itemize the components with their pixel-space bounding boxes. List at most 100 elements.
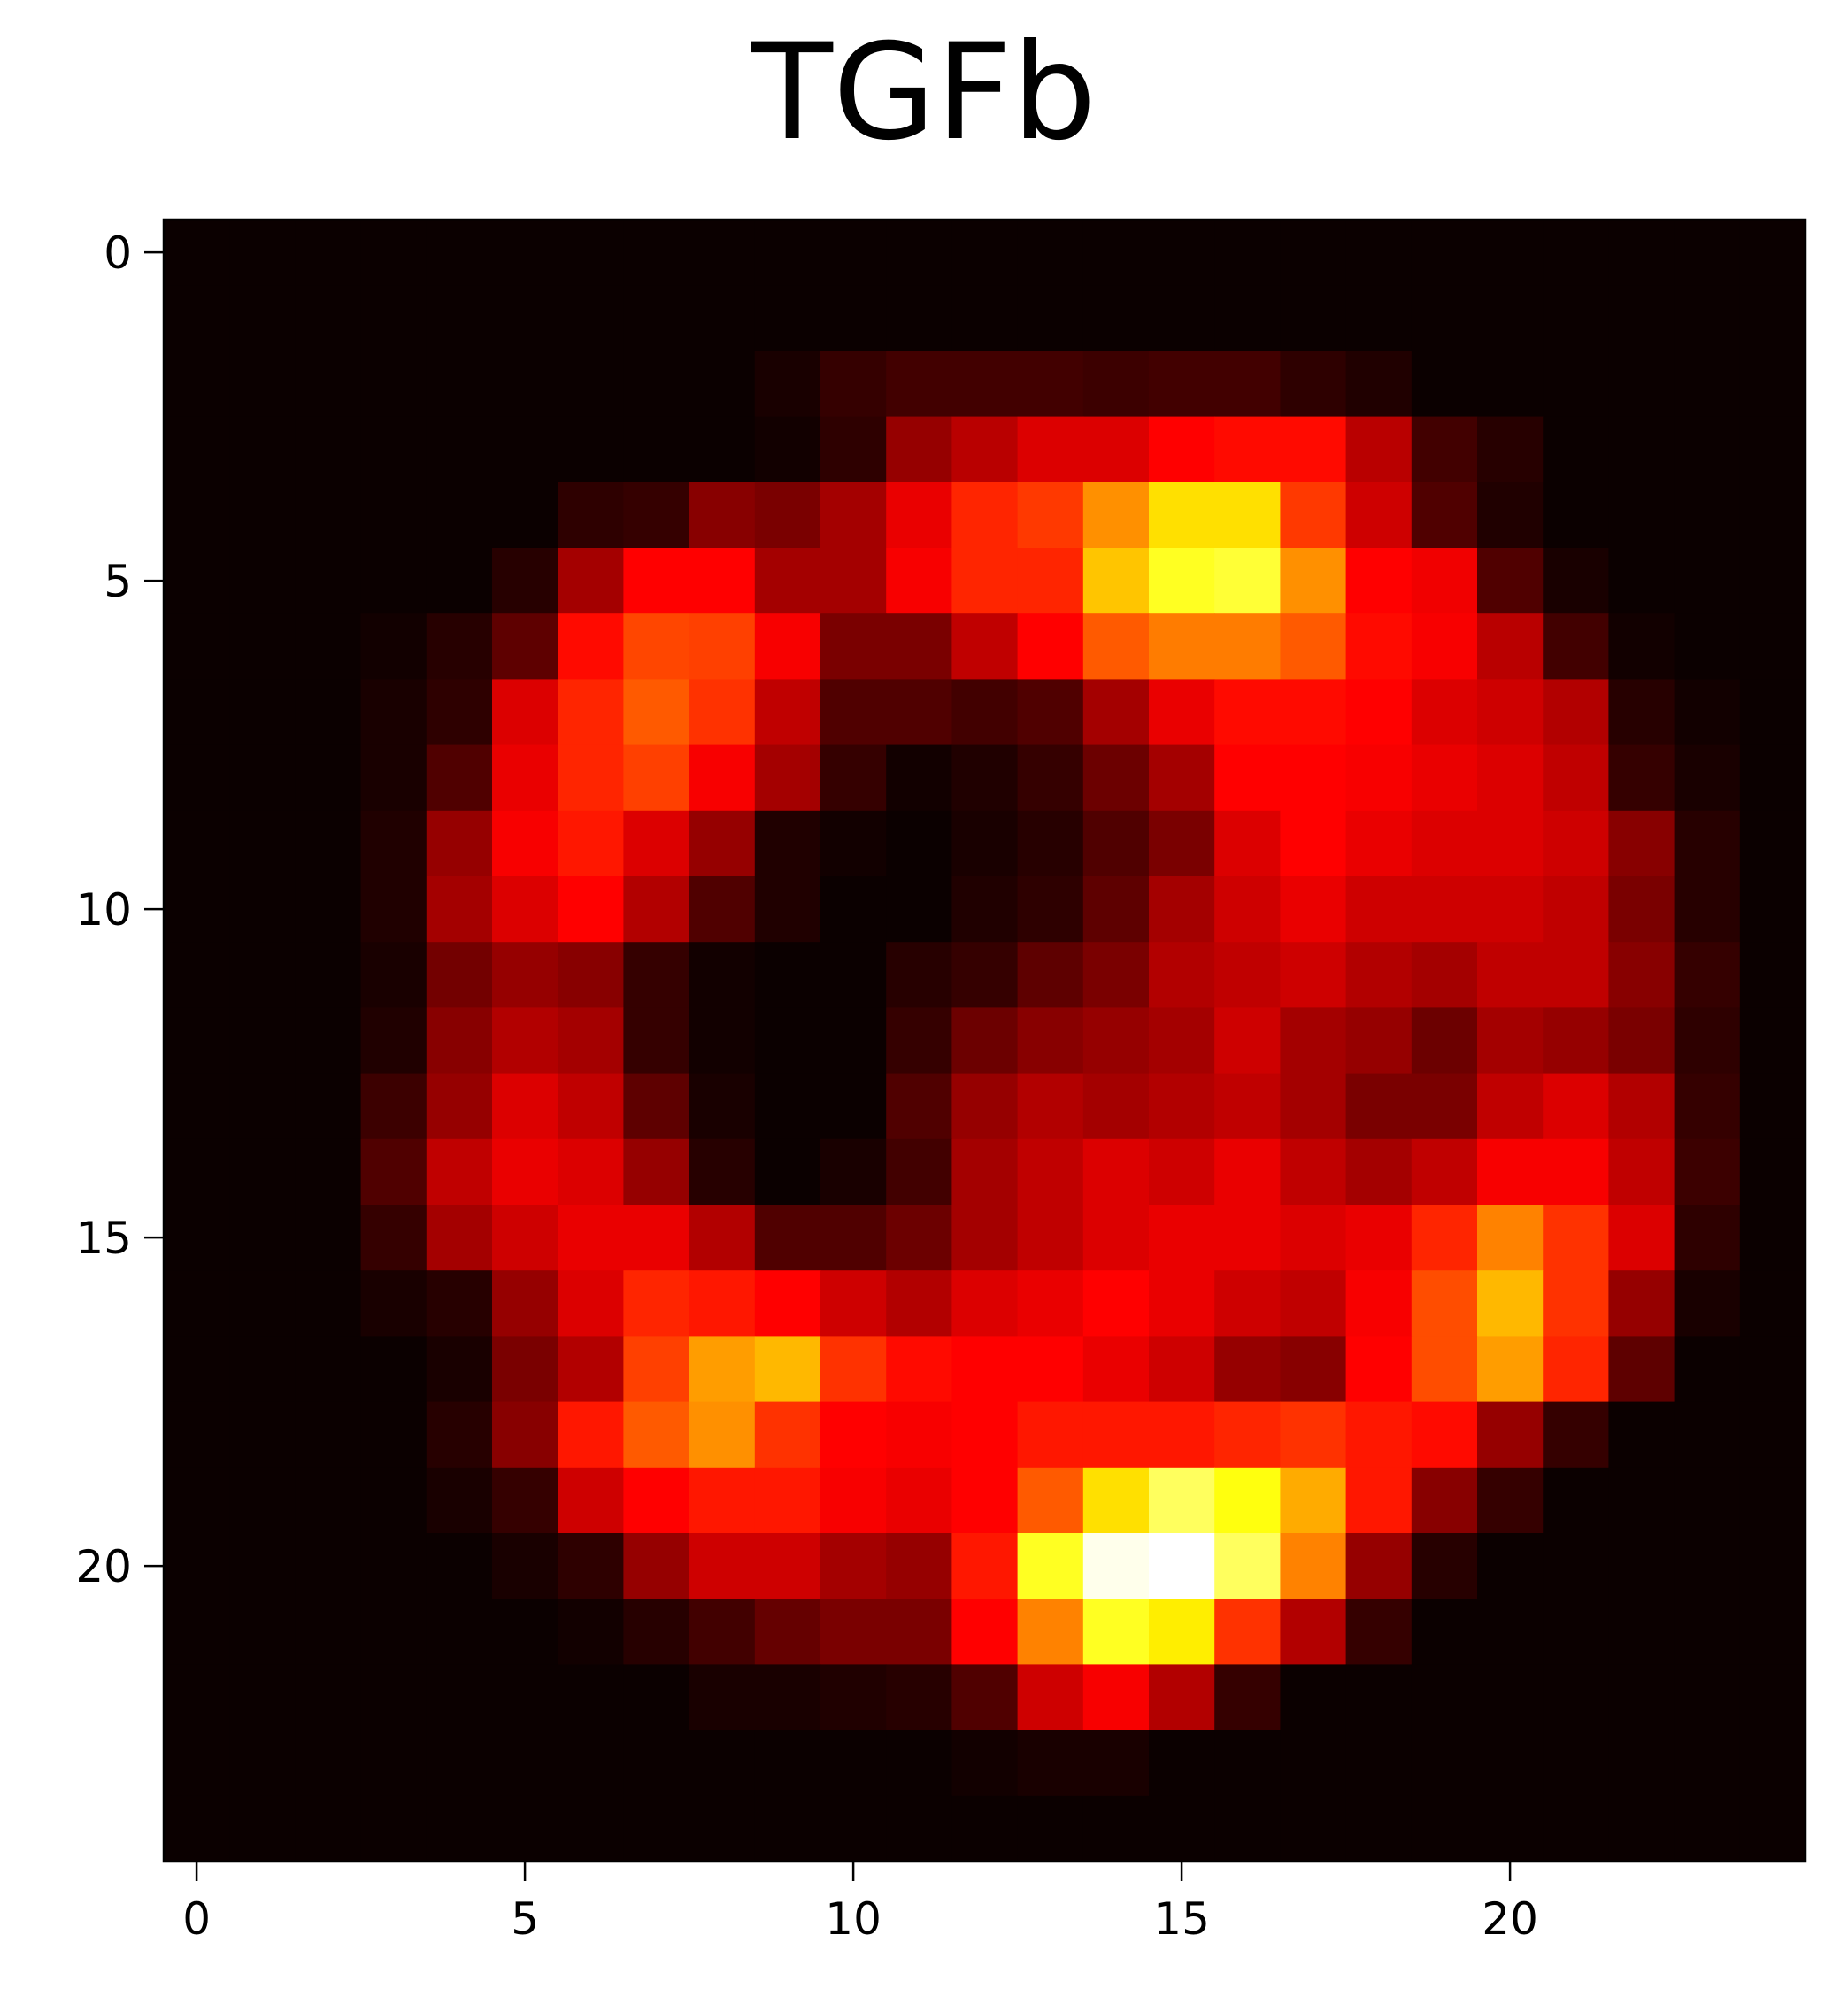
- heatmap-cell-r7-c9: [754, 679, 821, 746]
- heatmap-cell-r10-c11: [886, 876, 952, 943]
- heatmap-cell-r23-c1: [229, 1730, 296, 1797]
- heatmap-cell-r13-c9: [754, 1073, 821, 1140]
- heatmap-cell-r12-c4: [426, 1007, 493, 1075]
- heatmap-cell-r21-c23: [1674, 1599, 1741, 1665]
- heatmap-cell-r13-c13: [1017, 1073, 1084, 1140]
- heatmap-cell-r5-c7: [623, 548, 690, 614]
- heatmap-cell-r4-c16: [1214, 482, 1281, 549]
- heatmap-cell-r15-c3: [360, 1205, 427, 1271]
- heatmap-cell-r13-c4: [426, 1073, 493, 1140]
- heatmap-cell-r6-c10: [820, 613, 887, 680]
- heatmap-cell-r18-c21: [1543, 1401, 1609, 1468]
- heatmap-cell-r4-c19: [1411, 482, 1478, 549]
- heatmap-cell-r16-c16: [1214, 1270, 1281, 1337]
- heatmap-cell-r12-c11: [886, 1007, 952, 1075]
- heatmap-cell-r12-c16: [1214, 1007, 1281, 1075]
- heatmap-cell-r23-c19: [1411, 1730, 1478, 1797]
- heatmap-cell-r21-c3: [360, 1599, 427, 1665]
- heatmap-cell-r13-c24: [1739, 1073, 1806, 1140]
- heatmap-cell-r17-c1: [229, 1336, 296, 1403]
- heatmap-cell-r24-c7: [623, 1795, 690, 1862]
- heatmap-cell-r9-c3: [360, 810, 427, 877]
- heatmap-cell-r23-c7: [623, 1730, 690, 1797]
- heatmap-cell-r24-c21: [1543, 1795, 1609, 1862]
- heatmap-cell-r14-c20: [1477, 1138, 1544, 1206]
- heatmap-cell-r8-c20: [1477, 744, 1544, 812]
- heatmap-cell-r1-c21: [1543, 285, 1609, 351]
- heatmap-cell-r17-c20: [1477, 1336, 1544, 1403]
- heatmap-cell-r7-c13: [1017, 679, 1084, 746]
- heatmap-cell-r5-c1: [229, 548, 296, 614]
- heatmap-cell-r23-c23: [1674, 1730, 1741, 1797]
- heatmap-cell-r2-c12: [951, 351, 1019, 418]
- heatmap-cell-r16-c4: [426, 1270, 493, 1337]
- heatmap-cell-r24-c1: [229, 1795, 296, 1862]
- heatmap-cell-r0-c3: [360, 220, 427, 286]
- heatmap-cell-r4-c10: [820, 482, 887, 549]
- heatmap-cell-r21-c1: [229, 1599, 296, 1665]
- heatmap-cell-r5-c12: [951, 548, 1019, 614]
- heatmap-cell-r7-c23: [1674, 679, 1741, 746]
- heatmap-cell-r2-c16: [1214, 351, 1281, 418]
- heatmap-cell-r6-c23: [1674, 613, 1741, 680]
- heatmap-cell-r19-c22: [1608, 1467, 1675, 1534]
- heatmap-cell-r22-c6: [558, 1664, 624, 1731]
- heatmap-cell-r15-c5: [492, 1205, 558, 1271]
- heatmap-cell-r3-c16: [1214, 416, 1281, 483]
- heatmap-cell-r19-c3: [360, 1467, 427, 1534]
- heatmap-cell-r3-c10: [820, 416, 887, 483]
- heatmap-cell-r12-c12: [951, 1007, 1019, 1075]
- heatmap-cell-r19-c24: [1739, 1467, 1806, 1534]
- heatmap-cell-r11-c16: [1214, 942, 1281, 1008]
- heatmap-cell-r2-c17: [1280, 351, 1347, 418]
- heatmap-cell-r19-c13: [1017, 1467, 1084, 1534]
- heatmap-cell-r6-c18: [1345, 613, 1413, 680]
- heatmap-cell-r7-c24: [1739, 679, 1806, 746]
- heatmap-cell-r21-c10: [820, 1599, 887, 1665]
- heatmap-cell-r22-c13: [1017, 1664, 1084, 1731]
- heatmap-cell-r3-c18: [1345, 416, 1413, 483]
- heatmap-cell-r2-c8: [689, 351, 756, 418]
- heatmap-cell-r15-c20: [1477, 1205, 1544, 1271]
- heatmap-cell-r0-c13: [1017, 220, 1084, 286]
- heatmap-cell-r19-c14: [1082, 1467, 1150, 1534]
- heatmap-cell-r2-c9: [754, 351, 821, 418]
- heatmap-cell-r1-c0: [164, 285, 230, 351]
- heatmap-cell-r11-c21: [1543, 942, 1609, 1008]
- heatmap-cell-r10-c8: [689, 876, 756, 943]
- heatmap-cell-r10-c12: [951, 876, 1019, 943]
- heatmap-cell-r20-c8: [689, 1533, 756, 1599]
- heatmap-cell-r17-c3: [360, 1336, 427, 1403]
- heatmap-cell-r23-c18: [1345, 1730, 1413, 1797]
- heatmap-cell-r5-c22: [1608, 548, 1675, 614]
- heatmap-cell-r11-c3: [360, 942, 427, 1008]
- heatmap-cell-r12-c18: [1345, 1007, 1413, 1075]
- heatmap-cell-r10-c14: [1082, 876, 1150, 943]
- heatmap-cell-r20-c20: [1477, 1533, 1544, 1599]
- heatmap-cell-r12-c15: [1149, 1007, 1215, 1075]
- heatmap-cell-r5-c13: [1017, 548, 1084, 614]
- heatmap-cell-r17-c2: [295, 1336, 362, 1403]
- heatmap-cell-r9-c14: [1082, 810, 1150, 877]
- heatmap-cell-r18-c10: [820, 1401, 887, 1468]
- heatmap-cell-r24-c18: [1345, 1795, 1413, 1862]
- heatmap-cells: [164, 220, 1806, 1862]
- heatmap-cell-r17-c11: [886, 1336, 952, 1403]
- heatmap-cell-r19-c7: [623, 1467, 690, 1534]
- heatmap-cell-r13-c2: [295, 1073, 362, 1140]
- heatmap-cell-r22-c18: [1345, 1664, 1413, 1731]
- heatmap-cell-r17-c4: [426, 1336, 493, 1403]
- heatmap-cell-r8-c6: [558, 744, 624, 812]
- heatmap-cell-r10-c15: [1149, 876, 1215, 943]
- heatmap-cell-r22-c12: [951, 1664, 1019, 1731]
- heatmap-cell-r14-c0: [164, 1138, 230, 1206]
- heatmap-cell-r0-c2: [295, 220, 362, 286]
- heatmap-cell-r20-c18: [1345, 1533, 1413, 1599]
- heatmap-cell-r6-c0: [164, 613, 230, 680]
- heatmap-cell-r8-c2: [295, 744, 362, 812]
- heatmap-cell-r15-c16: [1214, 1205, 1281, 1271]
- heatmap-cell-r6-c22: [1608, 613, 1675, 680]
- heatmap-cell-r13-c22: [1608, 1073, 1675, 1140]
- heatmap-cell-r6-c14: [1082, 613, 1150, 680]
- heatmap-cell-r8-c19: [1411, 744, 1478, 812]
